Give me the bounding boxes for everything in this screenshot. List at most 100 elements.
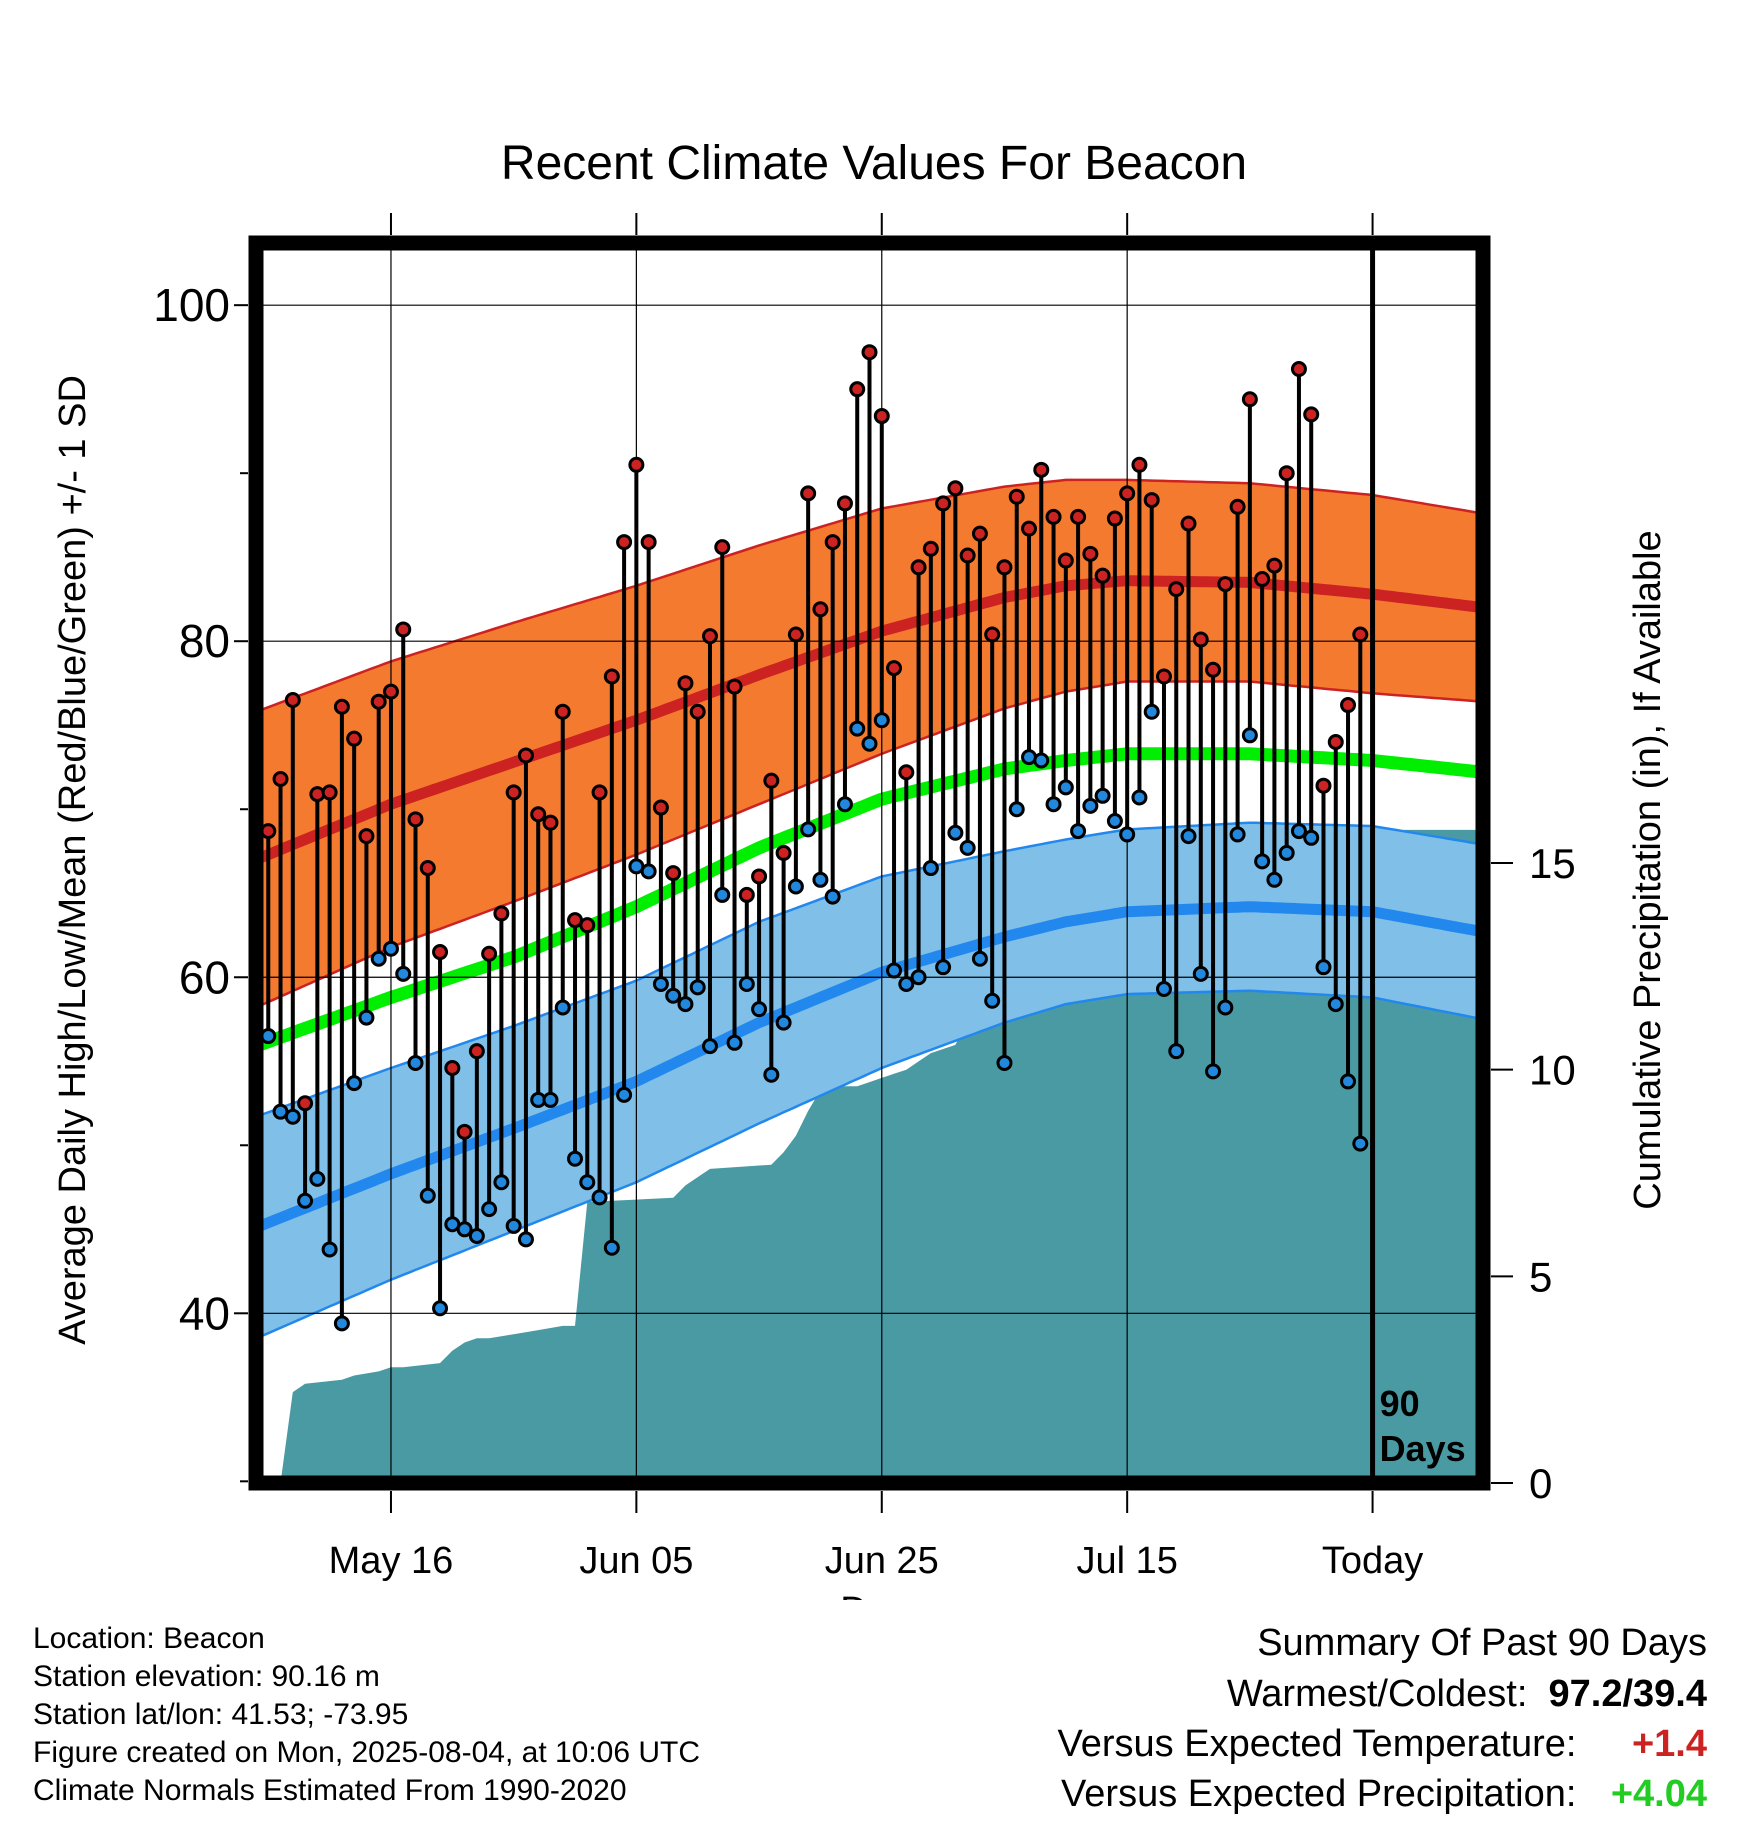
daily-high-point bbox=[1303, 406, 1320, 423]
daily-high-point bbox=[726, 678, 743, 695]
daily-high-point bbox=[1180, 515, 1197, 532]
daily-high-point bbox=[665, 865, 682, 882]
daily-low-point bbox=[775, 1014, 792, 1031]
y2-tick-label: 0 bbox=[1529, 1460, 1552, 1507]
daily-low-point bbox=[284, 1108, 301, 1125]
daily-low-point bbox=[419, 1187, 436, 1204]
daily-high-point bbox=[505, 784, 522, 801]
daily-high-point bbox=[800, 485, 817, 502]
plot-frame bbox=[248, 235, 1491, 1491]
summary-title: Summary Of Past 90 Days bbox=[1257, 1622, 1707, 1664]
daily-high-point bbox=[738, 886, 755, 903]
y2-tick-label: 15 bbox=[1529, 840, 1576, 887]
daily-low-point bbox=[1131, 789, 1148, 806]
daily-low-point bbox=[432, 1300, 449, 1317]
plot-inner bbox=[256, 243, 1483, 1483]
daily-high-point bbox=[849, 381, 866, 398]
daily-high-point bbox=[272, 770, 289, 787]
daily-high-point bbox=[284, 692, 301, 709]
daily-high-point bbox=[1070, 508, 1087, 525]
daily-low-point bbox=[407, 1054, 424, 1071]
daily-low-point bbox=[935, 959, 952, 976]
daily-low-point bbox=[1033, 752, 1050, 769]
daily-low-point bbox=[370, 950, 387, 967]
daily-low-point bbox=[1352, 1135, 1369, 1152]
y-tick-label: 80 bbox=[179, 615, 230, 667]
daily-high-point bbox=[787, 626, 804, 643]
daily-low-point bbox=[738, 975, 755, 992]
daily-high-point bbox=[468, 1043, 485, 1060]
daily-high-point bbox=[751, 868, 768, 885]
high-sd-lower-line bbox=[256, 680, 1483, 1009]
daily-high-point bbox=[419, 860, 436, 877]
daily-high-point bbox=[714, 539, 731, 556]
daily-high-point bbox=[1290, 361, 1307, 378]
daily-high-point bbox=[910, 559, 927, 576]
footer-latlon: Station lat/lon: 41.53; -73.95 bbox=[33, 1698, 409, 1731]
daily-low-point bbox=[1266, 871, 1283, 888]
daily-high-point bbox=[984, 626, 1001, 643]
daily-low-point bbox=[1180, 828, 1197, 845]
daily-low-point bbox=[1106, 812, 1123, 829]
daily-low-point bbox=[824, 888, 841, 905]
daily-low-point bbox=[1254, 853, 1271, 870]
daily-low-point bbox=[922, 860, 939, 877]
footer-normals-period: Climate Normals Estimated From 1990-2020 bbox=[33, 1774, 627, 1807]
daily-low-point bbox=[652, 975, 669, 992]
daily-low-point bbox=[861, 735, 878, 752]
daily-high-point bbox=[935, 495, 952, 512]
daily-low-point bbox=[751, 1001, 768, 1018]
daily-low-point bbox=[481, 1201, 498, 1218]
x-axis-label: Day bbox=[840, 1590, 908, 1600]
daily-high-point bbox=[1254, 571, 1271, 588]
daily-high-point bbox=[1340, 697, 1357, 714]
footer-location: Location: Beacon bbox=[33, 1622, 265, 1655]
daily-low-point bbox=[603, 1239, 620, 1256]
daily-high-point bbox=[554, 703, 571, 720]
today-days-label-unit: Days bbox=[1380, 1428, 1466, 1469]
daily-high-point bbox=[1057, 552, 1074, 569]
x-tick-label: Today bbox=[1322, 1540, 1423, 1582]
daily-high-point bbox=[1094, 567, 1111, 584]
daily-high-point bbox=[346, 730, 363, 747]
daily-low-point bbox=[554, 999, 571, 1016]
daily-low-point bbox=[836, 796, 853, 813]
daily-high-point bbox=[775, 844, 792, 861]
daily-low-point bbox=[591, 1189, 608, 1206]
daily-high-point bbox=[333, 698, 350, 715]
daily-low-point bbox=[1278, 844, 1295, 861]
daily-high-point bbox=[591, 784, 608, 801]
y-tick-label: 40 bbox=[179, 1287, 230, 1339]
daily-high-point bbox=[836, 495, 853, 512]
daily-low-point bbox=[640, 863, 657, 880]
daily-low-point bbox=[1217, 999, 1234, 1016]
daily-high-point bbox=[1119, 485, 1136, 502]
daily-low-point bbox=[1290, 823, 1307, 840]
daily-low-point bbox=[763, 1066, 780, 1083]
daily-low-point bbox=[812, 871, 829, 888]
low-sd-upper-line bbox=[256, 821, 1483, 1118]
daily-low-point bbox=[1094, 787, 1111, 804]
daily-high-point bbox=[1033, 461, 1050, 478]
daily-high-point bbox=[1155, 668, 1172, 685]
daily-low-point bbox=[346, 1075, 363, 1092]
daily-high-point bbox=[1045, 508, 1062, 525]
daily-high-point bbox=[1008, 488, 1025, 505]
daily-low-point bbox=[726, 1034, 743, 1051]
x-tick-label: May 16 bbox=[329, 1540, 454, 1582]
daily-high-point bbox=[886, 660, 903, 677]
daily-high-point bbox=[689, 703, 706, 720]
summary-precipitation: Versus Expected Precipitation: +4.04 bbox=[1061, 1775, 1707, 1813]
daily-high-point bbox=[677, 675, 694, 692]
daily-low-point bbox=[456, 1221, 473, 1238]
daily-high-point bbox=[996, 559, 1013, 576]
daily-low-point bbox=[395, 965, 412, 982]
daily-low-point bbox=[714, 886, 731, 903]
daily-high-point bbox=[812, 601, 829, 618]
footer-created: Figure created on Mon, 2025-08-04, at 10… bbox=[33, 1736, 701, 1769]
daily-high-point bbox=[971, 525, 988, 542]
low-sd-lower-line bbox=[256, 989, 1483, 1340]
y2-axis-label: Cumulative Precipitation (in), If Availa… bbox=[1627, 530, 1669, 1209]
daily-low-point bbox=[1057, 779, 1074, 796]
x-tick-label: Jun 25 bbox=[825, 1540, 939, 1582]
